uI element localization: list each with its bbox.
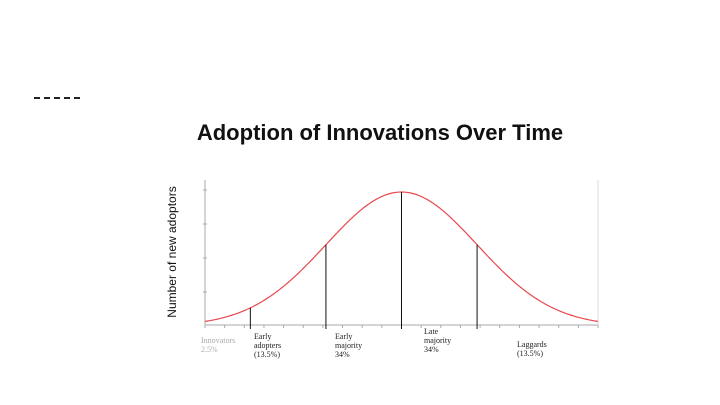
- segment-label-line: 34%: [335, 350, 350, 359]
- segment-label-line: 34%: [424, 345, 439, 354]
- chart-title: Adoption of Innovations Over Time: [196, 120, 564, 145]
- segment-label: Early majority 34%: [335, 332, 362, 359]
- segment-label-line: Innovators: [201, 336, 235, 345]
- segment-label-line: adopters: [254, 341, 281, 350]
- segment-label: Laggards (13.5%): [517, 340, 547, 358]
- segment-label-line: majority: [424, 336, 451, 345]
- slide-divider: [34, 97, 80, 99]
- segment-label-line: (13.5%): [517, 349, 543, 358]
- segment-label-line: Early: [335, 332, 352, 341]
- segment-label-line: Early: [254, 332, 271, 341]
- segment-label-line: (13.5%): [254, 350, 280, 359]
- segment-label-line: 2.5%: [201, 345, 218, 354]
- segment-label-line: Laggards: [517, 340, 547, 349]
- segment-label: Late majority 34%: [424, 327, 451, 354]
- segment-label: Innovators 2.5%: [201, 336, 235, 354]
- segment-label-line: Late: [424, 327, 439, 336]
- segment-label-line: majority: [335, 341, 362, 350]
- segment-label: Early adopters (13.5%): [254, 332, 281, 359]
